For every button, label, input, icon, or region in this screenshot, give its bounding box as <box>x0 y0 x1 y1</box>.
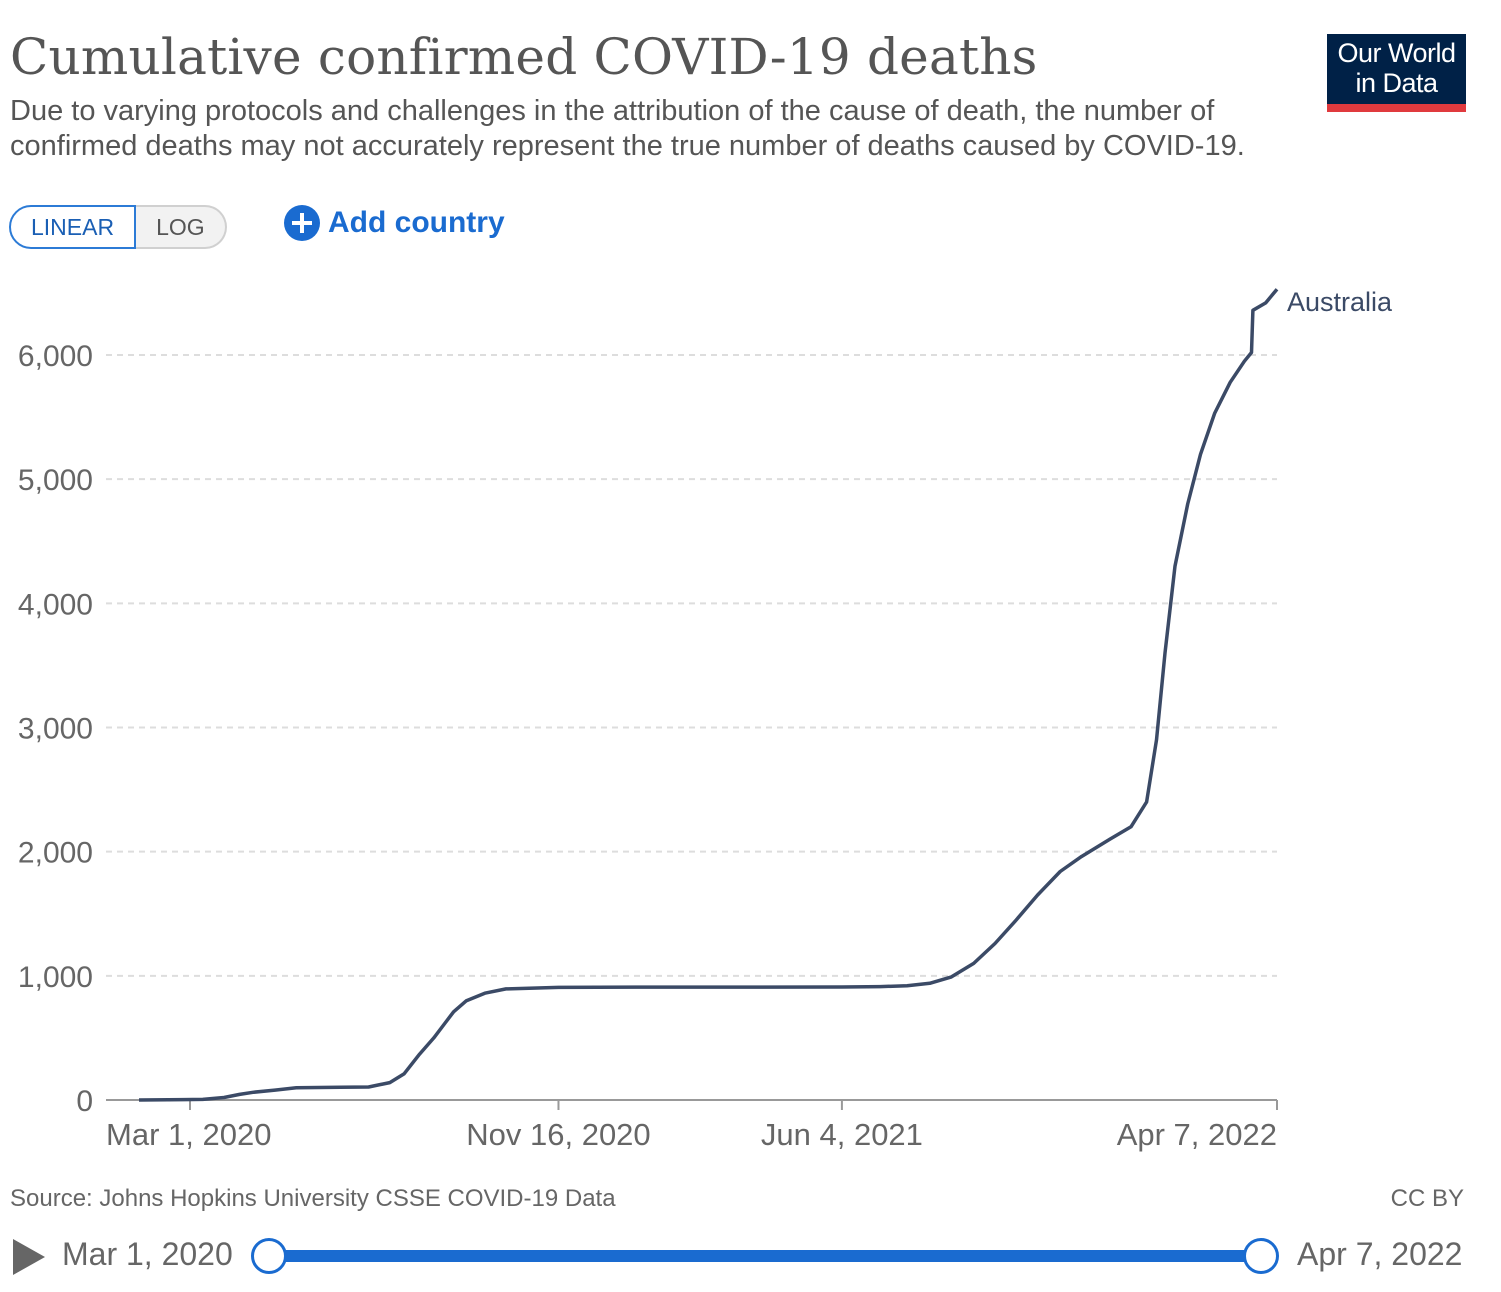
add-country-label: Add country <box>328 206 505 239</box>
linear-scale-button[interactable]: LINEAR <box>9 205 137 249</box>
x-tick-label: Apr 7, 2022 <box>1117 1117 1277 1152</box>
x-tick-label: Mar 1, 2020 <box>106 1117 271 1152</box>
timeline-end-label: Apr 7, 2022 <box>1297 1236 1463 1272</box>
series-line-australia[interactable] <box>138 288 1279 1102</box>
logo-line-1: Our World <box>1337 38 1456 68</box>
play-icon[interactable] <box>13 1239 45 1275</box>
series-label[interactable]: Australia <box>1287 287 1393 317</box>
chart-subtitle: Due to varying protocols and challenges … <box>10 95 1245 162</box>
chart-title: Cumulative confirmed COVID-19 deaths <box>10 28 1038 86</box>
x-tick-label: Nov 16, 2020 <box>466 1117 650 1152</box>
add-country-button[interactable]: Add country <box>284 204 505 242</box>
y-tick-label: 0 <box>76 1085 93 1118</box>
y-tick-label: 3,000 <box>18 713 93 746</box>
timeline-start-label: Mar 1, 2020 <box>62 1236 233 1272</box>
logo-line-2: in Data <box>1355 68 1438 98</box>
x-tick-label: Jun 4, 2021 <box>761 1117 923 1152</box>
y-tick-label: 2,000 <box>18 837 93 870</box>
y-tick-label: 1,000 <box>18 961 93 994</box>
timeline-end-handle[interactable] <box>1243 1238 1279 1274</box>
y-tick-label: 5,000 <box>18 464 93 497</box>
timeline-track[interactable] <box>269 1250 1261 1262</box>
scale-toggle: LINEAR LOG <box>9 205 227 249</box>
y-tick-label: 6,000 <box>18 340 93 373</box>
log-scale-button[interactable]: LOG <box>136 205 227 249</box>
license-link[interactable]: CC BY <box>1390 1185 1464 1212</box>
source-note[interactable]: Source: Johns Hopkins University CSSE CO… <box>10 1185 616 1212</box>
owid-logo[interactable]: Our World in Data <box>1327 34 1466 112</box>
plus-circle-icon <box>284 205 320 241</box>
timeline-start-handle[interactable] <box>251 1238 287 1274</box>
line-chart: 0 1,000 2,000 3,000 4,000 5,000 6,000 Mar 1, 2… <box>18 287 1393 1152</box>
y-tick-label: 4,000 <box>18 588 93 621</box>
